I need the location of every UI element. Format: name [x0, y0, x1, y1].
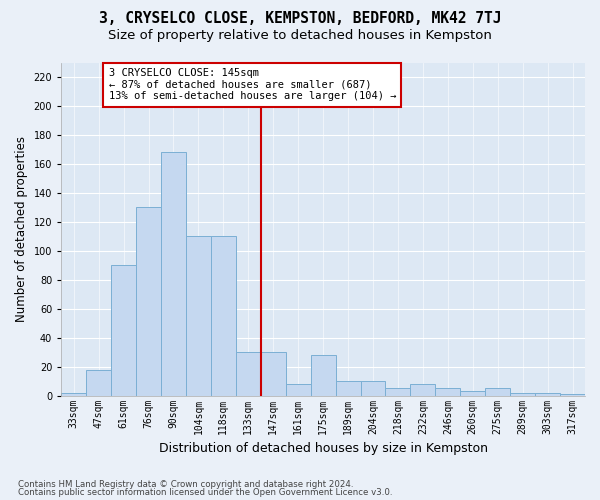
Bar [436, 388, 460, 396]
Bar [261, 352, 286, 396]
Bar [311, 355, 335, 396]
Bar [535, 392, 560, 396]
X-axis label: Distribution of detached houses by size in Kempston: Distribution of detached houses by size … [158, 442, 488, 455]
Bar [510, 392, 535, 396]
Text: Contains HM Land Registry data © Crown copyright and database right 2024.: Contains HM Land Registry data © Crown c… [18, 480, 353, 489]
Bar [460, 392, 485, 396]
Bar [335, 381, 361, 396]
Text: Contains public sector information licensed under the Open Government Licence v3: Contains public sector information licen… [18, 488, 392, 497]
Bar [410, 384, 436, 396]
Bar [236, 352, 261, 396]
Bar [385, 388, 410, 396]
Bar [61, 392, 86, 396]
Bar [136, 208, 161, 396]
Bar [211, 236, 236, 396]
Text: Size of property relative to detached houses in Kempston: Size of property relative to detached ho… [108, 29, 492, 42]
Bar [560, 394, 585, 396]
Y-axis label: Number of detached properties: Number of detached properties [15, 136, 28, 322]
Text: 3 CRYSELCO CLOSE: 145sqm
← 87% of detached houses are smaller (687)
13% of semi-: 3 CRYSELCO CLOSE: 145sqm ← 87% of detach… [109, 68, 396, 102]
Bar [161, 152, 186, 396]
Bar [485, 388, 510, 396]
Bar [111, 266, 136, 396]
Bar [361, 381, 385, 396]
Bar [286, 384, 311, 396]
Bar [186, 236, 211, 396]
Bar [86, 370, 111, 396]
Text: 3, CRYSELCO CLOSE, KEMPSTON, BEDFORD, MK42 7TJ: 3, CRYSELCO CLOSE, KEMPSTON, BEDFORD, MK… [99, 11, 501, 26]
